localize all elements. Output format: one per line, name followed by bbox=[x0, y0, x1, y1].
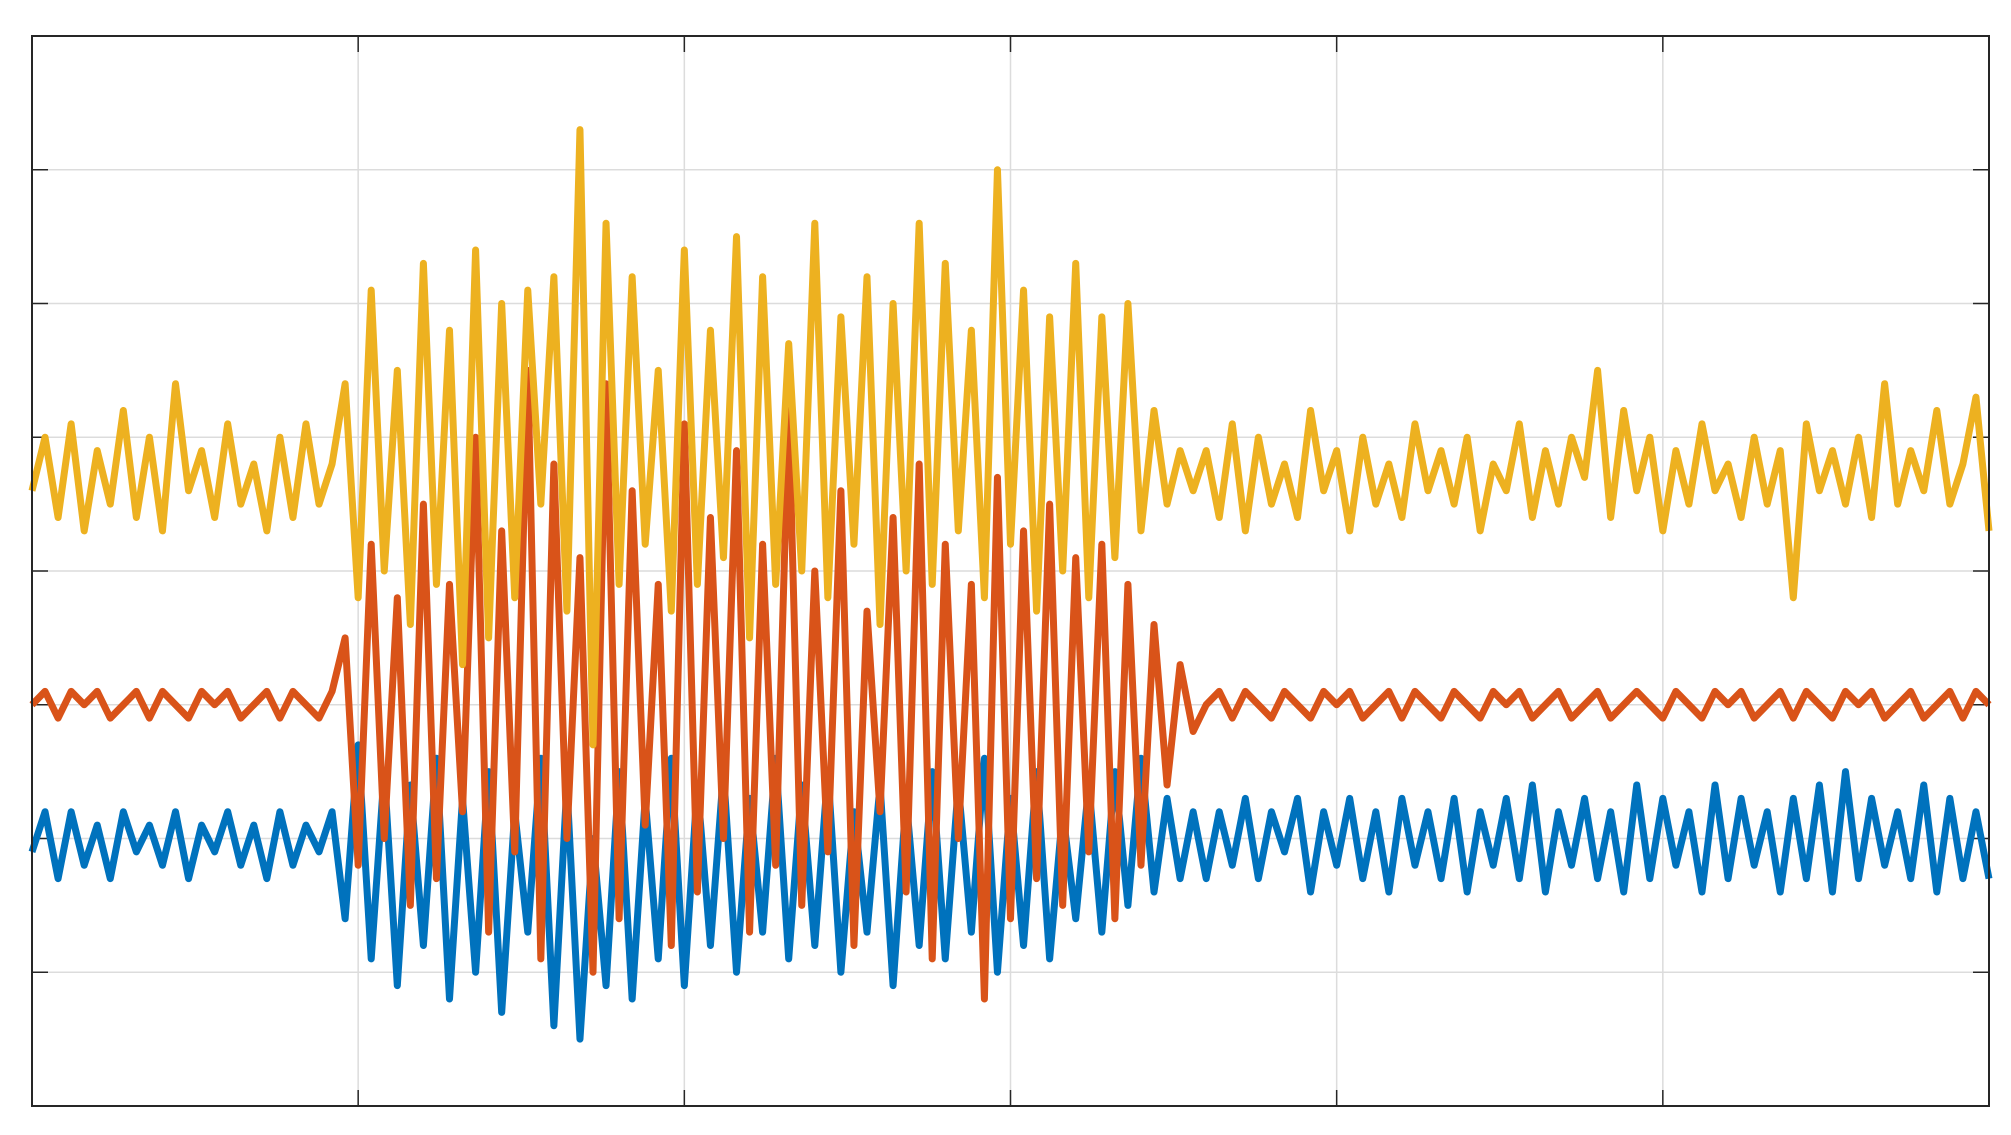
data-line bbox=[29, 366, 1992, 1003]
plot-frame bbox=[31, 35, 1990, 1107]
data-line bbox=[28, 126, 1993, 749]
data-line bbox=[28, 741, 1993, 1043]
